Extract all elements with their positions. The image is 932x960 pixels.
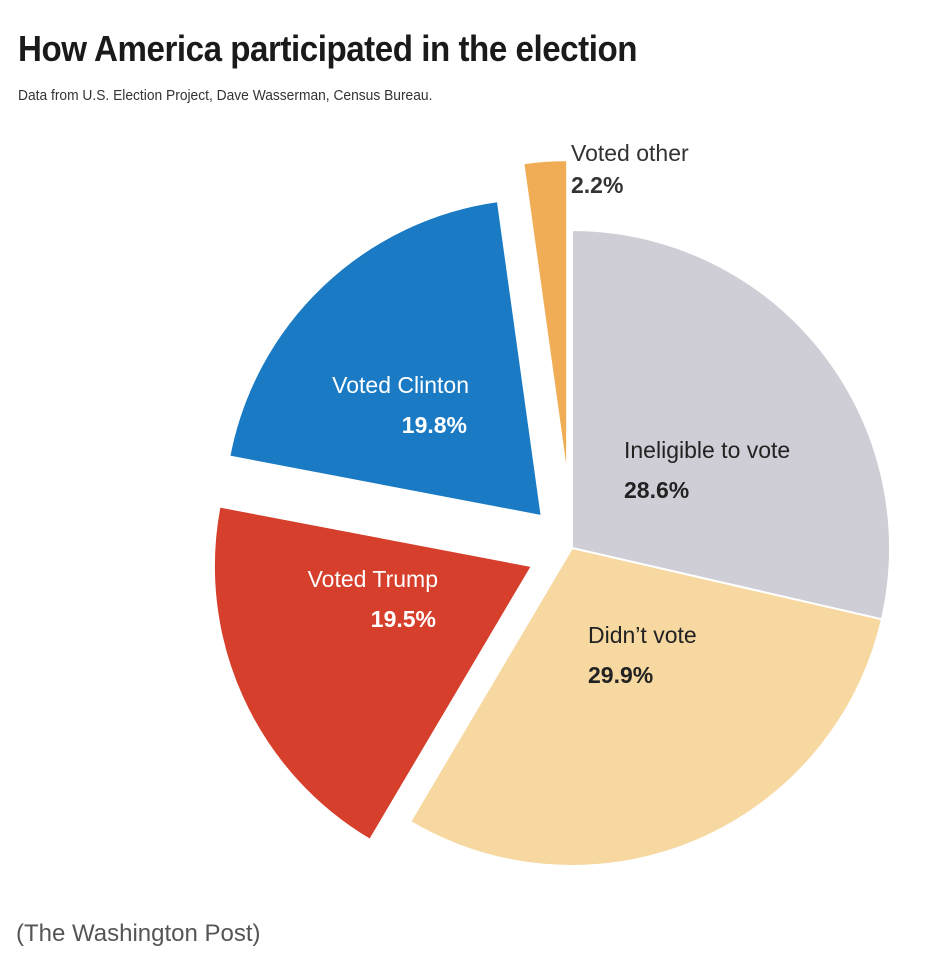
- slice-value-label: 19.8%: [402, 412, 467, 438]
- slice-value-label: 29.9%: [588, 662, 653, 688]
- slice-value-label: 19.5%: [371, 606, 436, 632]
- slice-value-label: 2.2%: [571, 172, 623, 198]
- slice-label: Voted Clinton: [332, 372, 469, 398]
- pie-slice-voted-trump: [212, 505, 534, 842]
- slice-label: Didn’t vote: [588, 622, 697, 648]
- pie-slice-voted-other: [522, 159, 569, 479]
- pie-slice-ineligible-to-vote: [571, 228, 891, 621]
- chart-subtitle: Data from U.S. Election Project, Dave Wa…: [18, 87, 433, 104]
- slice-value-label: 28.6%: [624, 477, 689, 503]
- pie-slice-voted-clinton: [228, 200, 543, 518]
- source-credit: (The Washington Post): [16, 920, 261, 947]
- slice-label: Voted other: [571, 140, 689, 166]
- slice-label: Ineligible to vote: [624, 437, 790, 463]
- slice-label: Voted Trump: [308, 566, 438, 592]
- pie-slice-didn-t-vote: [408, 546, 884, 867]
- chart-title: How America participated in the election: [18, 28, 638, 69]
